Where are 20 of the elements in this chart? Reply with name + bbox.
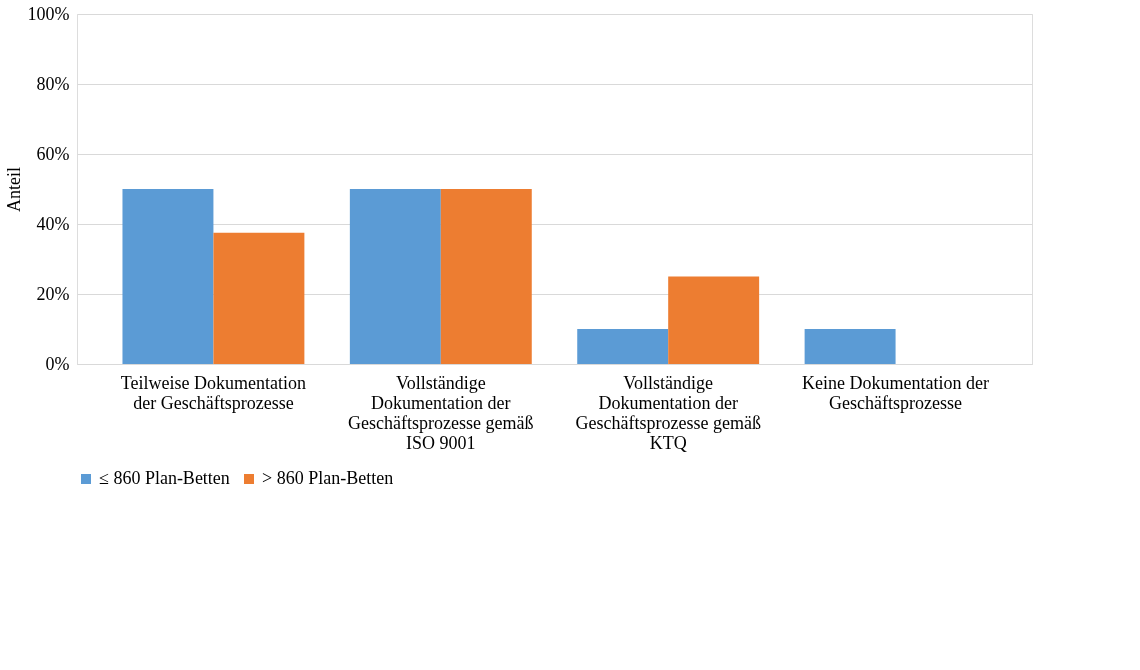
y-tick-label: 60% <box>36 143 70 164</box>
bar <box>349 189 441 364</box>
bar <box>213 232 305 364</box>
y-tick-label: 20% <box>36 283 70 304</box>
y-tick-label: 40% <box>36 213 70 234</box>
y-axis-title: Anteil <box>3 167 24 212</box>
bar <box>577 329 669 364</box>
y-tick-label: 0% <box>45 353 70 374</box>
bar <box>440 189 532 364</box>
y-tick-label: 80% <box>36 73 70 94</box>
bar <box>668 276 760 364</box>
x-tick-label: Vollständige Dokumentation der Geschäftsprozesse gemäß KTQ <box>575 372 761 453</box>
legend-label: ≤ 860 Plan-Betten <box>99 468 230 488</box>
x-tick-label: Vollständige Dokumentation der Geschäftsprozesse gemäß ISO 9001 <box>348 372 534 453</box>
bar <box>122 189 214 364</box>
x-tick-label: Keine Dokumentation der Geschäftsprozesse <box>802 372 990 413</box>
bar <box>804 329 896 364</box>
y-tick-label: 100% <box>27 3 70 24</box>
x-tick-label: Teilweise Dokumentation der Geschäftsprozesse <box>120 372 307 413</box>
legend-label: > 860 Plan-Betten <box>262 468 394 488</box>
